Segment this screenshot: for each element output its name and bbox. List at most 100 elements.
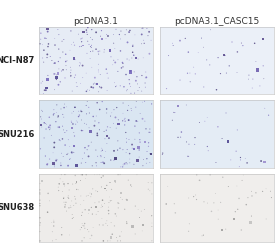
Point xyxy=(86,105,91,109)
Point xyxy=(235,128,240,132)
Point xyxy=(86,144,91,148)
Point xyxy=(142,208,147,212)
Point xyxy=(148,127,152,131)
Point xyxy=(200,234,204,238)
Point xyxy=(147,141,151,145)
Point xyxy=(129,185,134,189)
Point xyxy=(73,197,78,201)
Point xyxy=(136,89,140,92)
Point xyxy=(89,192,93,196)
Point xyxy=(237,165,242,169)
Point xyxy=(82,236,86,240)
Point xyxy=(125,198,129,202)
Point xyxy=(38,147,43,151)
Point xyxy=(99,37,104,41)
Point xyxy=(72,43,77,47)
Point xyxy=(80,129,85,132)
Point xyxy=(39,123,43,127)
Point xyxy=(70,111,74,115)
Point xyxy=(220,175,225,179)
Point xyxy=(125,162,129,166)
Point xyxy=(58,80,62,84)
Point xyxy=(78,81,83,85)
Point xyxy=(111,41,116,45)
Point xyxy=(46,45,50,49)
Point xyxy=(117,32,122,36)
Point xyxy=(121,148,125,152)
Point xyxy=(79,37,83,41)
Point xyxy=(39,115,43,119)
Point xyxy=(45,30,50,34)
Point xyxy=(92,81,97,85)
Point xyxy=(128,70,133,74)
Point xyxy=(63,173,68,177)
Point xyxy=(109,187,114,191)
Point xyxy=(108,114,113,118)
Point xyxy=(144,75,148,79)
Point xyxy=(70,199,74,203)
Point xyxy=(89,234,94,237)
Point xyxy=(99,176,104,180)
Point xyxy=(66,194,70,198)
Point xyxy=(130,224,135,228)
Point xyxy=(52,162,56,166)
Point xyxy=(145,150,149,153)
Point xyxy=(140,73,144,77)
Point xyxy=(57,189,61,193)
Point xyxy=(87,208,91,212)
Point xyxy=(186,196,191,200)
Point xyxy=(258,84,262,88)
Point xyxy=(116,173,120,177)
Point xyxy=(170,41,175,45)
Point xyxy=(249,189,254,193)
Point xyxy=(132,147,136,151)
Point xyxy=(129,91,133,95)
Point xyxy=(93,119,97,123)
Point xyxy=(147,30,151,34)
Point xyxy=(146,144,151,148)
Point xyxy=(102,130,106,133)
Point xyxy=(216,56,220,60)
Point xyxy=(70,89,75,93)
Point xyxy=(75,187,79,191)
Point xyxy=(90,212,95,216)
Point xyxy=(225,140,230,144)
Point xyxy=(232,217,237,221)
Point xyxy=(61,50,65,54)
Point xyxy=(127,82,132,86)
Point xyxy=(97,121,101,125)
Point xyxy=(38,229,42,233)
Point xyxy=(62,106,66,110)
Point xyxy=(99,86,104,90)
Point xyxy=(94,82,98,86)
Point xyxy=(80,222,84,226)
Point xyxy=(125,109,130,112)
Point xyxy=(146,34,150,38)
Point xyxy=(96,52,101,56)
Point xyxy=(244,203,248,207)
Point xyxy=(47,115,52,119)
Point xyxy=(116,122,121,126)
Point xyxy=(91,187,95,191)
Point xyxy=(139,42,144,46)
Point xyxy=(60,39,64,43)
Point xyxy=(89,85,94,89)
Point xyxy=(86,154,91,158)
Point xyxy=(106,76,111,80)
Point xyxy=(72,144,76,148)
Point xyxy=(80,64,85,68)
Text: pcDNA3.1_CASC15: pcDNA3.1_CASC15 xyxy=(175,17,260,26)
Point xyxy=(79,129,84,132)
Point xyxy=(94,114,98,118)
Point xyxy=(142,38,146,42)
Point xyxy=(149,38,153,42)
Point xyxy=(66,138,71,142)
Point xyxy=(164,87,169,91)
Point xyxy=(100,217,104,221)
Point xyxy=(114,214,119,218)
Point xyxy=(254,191,258,195)
Point xyxy=(127,118,131,122)
Point xyxy=(124,131,128,134)
Point xyxy=(95,154,100,158)
Point xyxy=(65,129,69,133)
